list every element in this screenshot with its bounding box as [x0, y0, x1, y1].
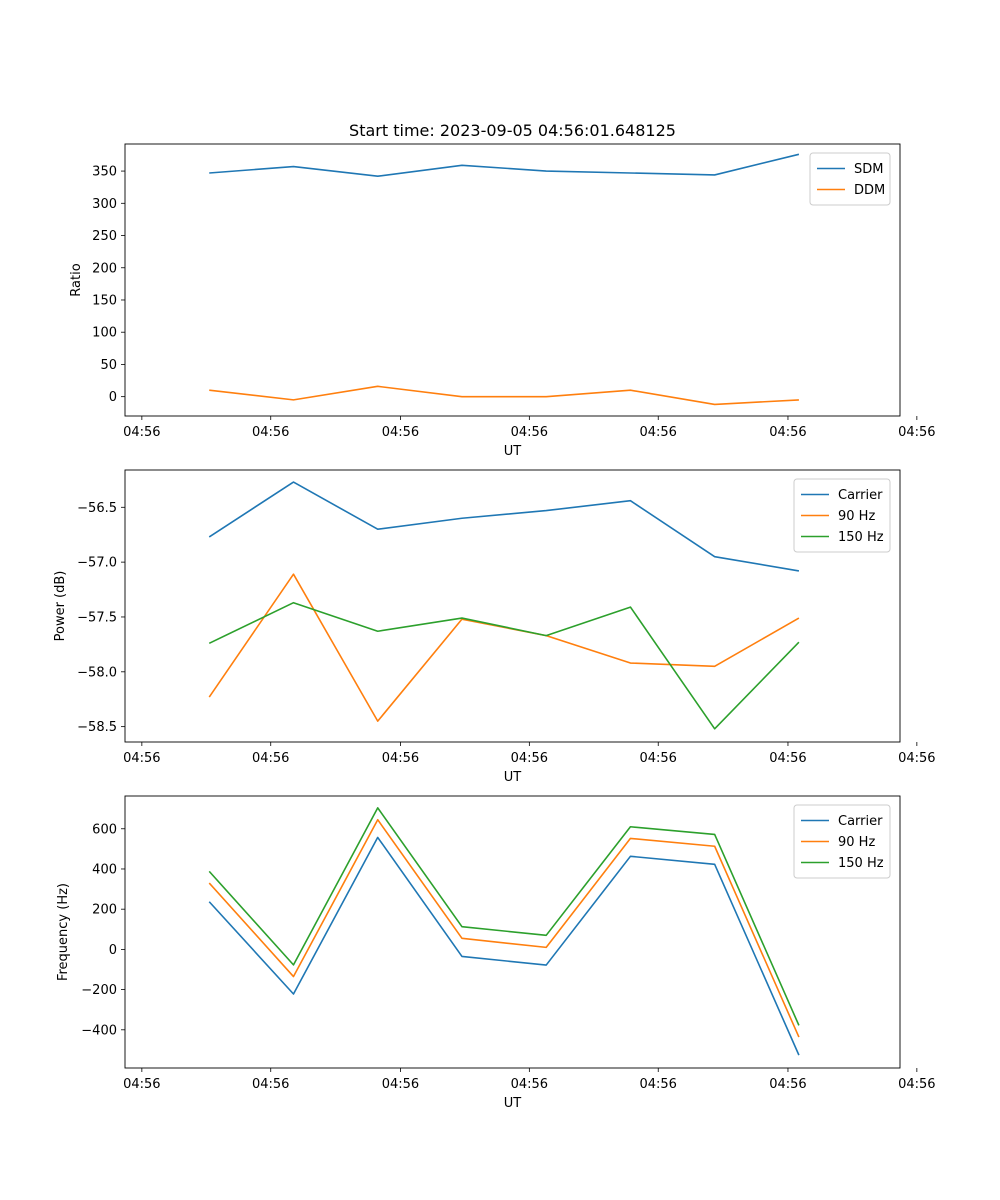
frequency-ytick-label: 200: [92, 903, 117, 918]
ratio-xtick-label: 04:56: [769, 425, 806, 440]
frequency-series-150-hz: [208, 807, 800, 1026]
ratio-title: Start time: 2023-09-05 04:56:01.648125: [349, 121, 676, 140]
ratio-legend-label: DDM: [854, 183, 885, 198]
power-xlabel: UT: [504, 770, 522, 785]
power-xtick-label: 04:56: [898, 751, 935, 766]
ratio-xtick-label: 04:56: [252, 425, 289, 440]
frequency-xtick-label: 04:56: [123, 1077, 160, 1092]
power-ytick-label: −58.5: [77, 720, 117, 735]
frequency-ytick-label: 400: [92, 862, 117, 877]
frequency-xtick-label: 04:56: [898, 1077, 935, 1092]
frequency-axes-frame: [124, 795, 901, 1069]
power-legend-label: Carrier: [838, 488, 883, 503]
ratio-legend-box: [809, 152, 891, 206]
frequency-xtick-label: 04:56: [769, 1077, 806, 1092]
ratio-ytick-label: 300: [92, 197, 117, 212]
frequency-series-90-hz: [208, 818, 800, 1038]
ratio-chart: 04:56 04:56 04:56 04:56 04:56 04:56 04:56 0 50 10…: [69, 121, 936, 459]
power-ytick-label: −57.5: [77, 610, 117, 625]
power-chart: 04:56 04:56 04:56 04:56 04:56 04:56 04:56 −56.5…: [53, 469, 936, 785]
frequency-xtick-label: 04:56: [252, 1077, 289, 1092]
power-ylabel: Power (dB): [53, 571, 68, 642]
power-ytick-label: −57.0: [77, 556, 117, 571]
frequency-ytick-label: 0: [109, 943, 117, 958]
frequency-legend-label: Carrier: [838, 814, 883, 829]
frequency-legend-label: 90 Hz: [838, 835, 875, 850]
power-xtick-label: 04:56: [639, 751, 676, 766]
power-axes-frame: [124, 469, 901, 743]
power-legend-label: 150 Hz: [838, 530, 884, 545]
power-ytick-label: −58.0: [77, 665, 117, 680]
power-legend-box: [793, 478, 891, 553]
frequency-ytick-label: −200: [81, 983, 117, 998]
ratio-xtick-label: 04:56: [639, 425, 676, 440]
ratio-ytick-label: 250: [92, 229, 117, 244]
power-xtick-label: 04:56: [252, 751, 289, 766]
ratio-ytick-label: 0: [109, 390, 117, 405]
ratio-legend-label: SDM: [854, 162, 883, 177]
power-legend: Carrier 90 Hz 150 Hz: [793, 478, 891, 553]
ratio-ylabel: Ratio: [69, 263, 84, 296]
power-series-carrier: [208, 481, 800, 572]
ratio-ytick-label: 200: [92, 261, 117, 276]
frequency-legend-box: [793, 804, 891, 879]
frequency-chart: 04:56 04:56 04:56 04:56 04:56 04:56 04:56 600 40…: [56, 795, 936, 1111]
ratio-xtick-label: 04:56: [898, 425, 935, 440]
frequency-ytick-label: −400: [81, 1023, 117, 1038]
frequency-xtick-label: 04:56: [511, 1077, 548, 1092]
ratio-ytick-label: 50: [100, 358, 117, 373]
ratio-legend: SDM DDM: [809, 152, 891, 206]
ratio-ytick-label: 350: [92, 165, 117, 180]
frequency-xtick-label: 04:56: [639, 1077, 676, 1092]
frequency-ylabel: Frequency (Hz): [56, 883, 71, 981]
ratio-ytick-label: 150: [92, 293, 117, 308]
ratio-series-sdm: [209, 153, 800, 178]
frequency-series-carrier: [208, 836, 800, 1056]
power-xtick-label: 04:56: [511, 751, 548, 766]
ratio-series-ddm: [209, 385, 799, 406]
ratio-xtick-label: 04:56: [511, 425, 548, 440]
ratio-xtick-label: 04:56: [123, 425, 160, 440]
frequency-legend-label: 150 Hz: [838, 856, 884, 871]
power-legend-label: 90 Hz: [838, 509, 875, 524]
frequency-xlabel: UT: [504, 1096, 522, 1111]
ratio-xtick-label: 04:56: [382, 425, 419, 440]
frequency-xtick-label: 04:56: [382, 1077, 419, 1092]
power-ytick-label: −56.5: [77, 501, 117, 516]
ratio-ytick-label: 100: [92, 326, 117, 341]
ratio-xlabel: UT: [504, 444, 522, 459]
power-xtick-label: 04:56: [123, 751, 160, 766]
power-series-150-hz: [208, 601, 800, 730]
frequency-legend: Carrier 90 Hz 150 Hz: [793, 804, 891, 879]
power-xtick-label: 04:56: [769, 751, 806, 766]
frequency-ytick-label: 600: [92, 822, 117, 837]
power-xtick-label: 04:56: [382, 751, 419, 766]
ratio-axes-frame: [124, 143, 901, 417]
